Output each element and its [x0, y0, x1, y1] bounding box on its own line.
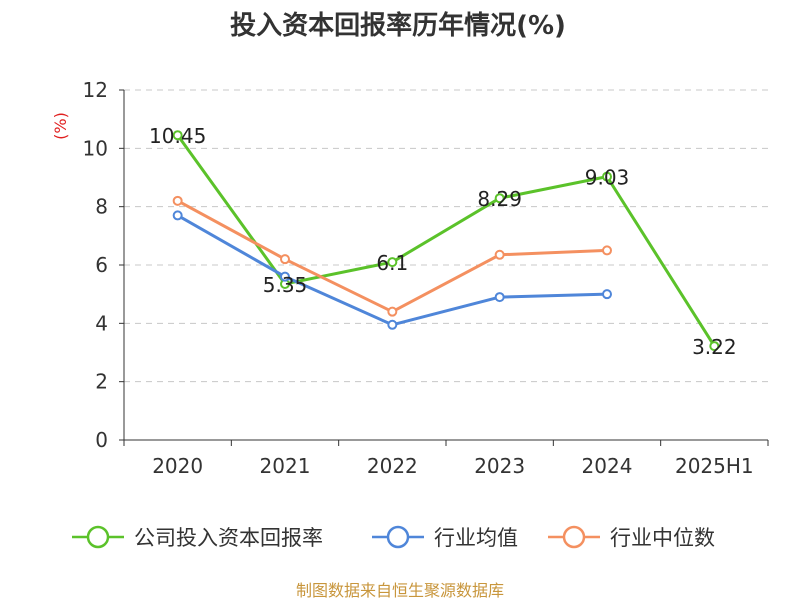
- grid: [124, 89, 768, 383]
- y-tick-label-6: 6: [95, 253, 108, 277]
- legend-label-1: 行业均值: [434, 526, 518, 550]
- series-2-point-2024: [602, 245, 612, 256]
- series-0-point-2025H1: [709, 341, 720, 352]
- series-1-point-2020: [172, 210, 183, 221]
- y-axis-unit: (%): [51, 112, 70, 140]
- series-0-point-2024: [602, 171, 612, 182]
- series-2-point-2022: [387, 306, 398, 317]
- series-1-point-2021: [280, 271, 290, 282]
- chart-title: 投入资本回报率历年情况(%): [230, 10, 566, 41]
- y-tick-label-4: 4: [95, 311, 108, 335]
- data-labels: 10.45 5.35 6.1 8.29 9.03 3.22: [149, 124, 737, 359]
- y-tick-label-0: 0: [95, 428, 108, 452]
- x-tick-label-2020: 2020: [152, 454, 203, 478]
- data-label-2023: 8.29: [477, 187, 522, 211]
- legend-label-0: 公司投入资本回报率: [134, 526, 323, 550]
- data-label-2021: 5.35: [263, 273, 308, 297]
- x-tick-label-2022: 2022: [367, 454, 418, 478]
- data-label-2020: 10.45: [149, 124, 206, 148]
- y-tick-label-8: 8: [95, 195, 108, 219]
- legend-marker-2: [562, 525, 586, 549]
- series: [172, 130, 720, 352]
- data-label-2024: 9.03: [585, 166, 630, 190]
- legend: 公司投入资本回报率 行业均值 行业中位数: [72, 525, 715, 550]
- series-0-point-2023: [494, 193, 505, 204]
- series-1-point-2022: [387, 319, 398, 330]
- x-tick-label-2024: 2024: [582, 454, 633, 478]
- x-tick-label-2023: 2023: [474, 454, 525, 478]
- series-2-point-2021: [280, 254, 290, 265]
- legend-marker-0: [86, 525, 110, 549]
- x-tick-label-2021: 2021: [260, 454, 311, 478]
- series-0-point-2022: [387, 257, 398, 268]
- series-1-point-2023: [494, 292, 505, 303]
- series-0-point-2020: [172, 130, 183, 141]
- y-tick-label-10: 10: [83, 136, 108, 160]
- series-2-point-2020: [172, 195, 183, 206]
- data-label-2025H1: 3.22: [692, 335, 737, 359]
- x-tick-label-2025H1: 2025H1: [675, 454, 754, 478]
- legend-marker-1: [386, 525, 410, 549]
- axes: 0 2 4 6 8 10 12 2020 2021 2022 2023 2024 2025H1: [83, 78, 769, 478]
- source-note: 制图数据来自恒生聚源数据库: [296, 581, 504, 600]
- series-2-point-2023: [494, 249, 505, 260]
- y-tick-label-12: 12: [83, 78, 108, 102]
- y-tick-label-2: 2: [95, 370, 108, 394]
- data-label-2022: 6.1: [376, 251, 408, 275]
- series-line-0: [176, 134, 716, 347]
- legend-label-2: 行业中位数: [610, 526, 715, 550]
- series-1-point-2024: [602, 289, 612, 300]
